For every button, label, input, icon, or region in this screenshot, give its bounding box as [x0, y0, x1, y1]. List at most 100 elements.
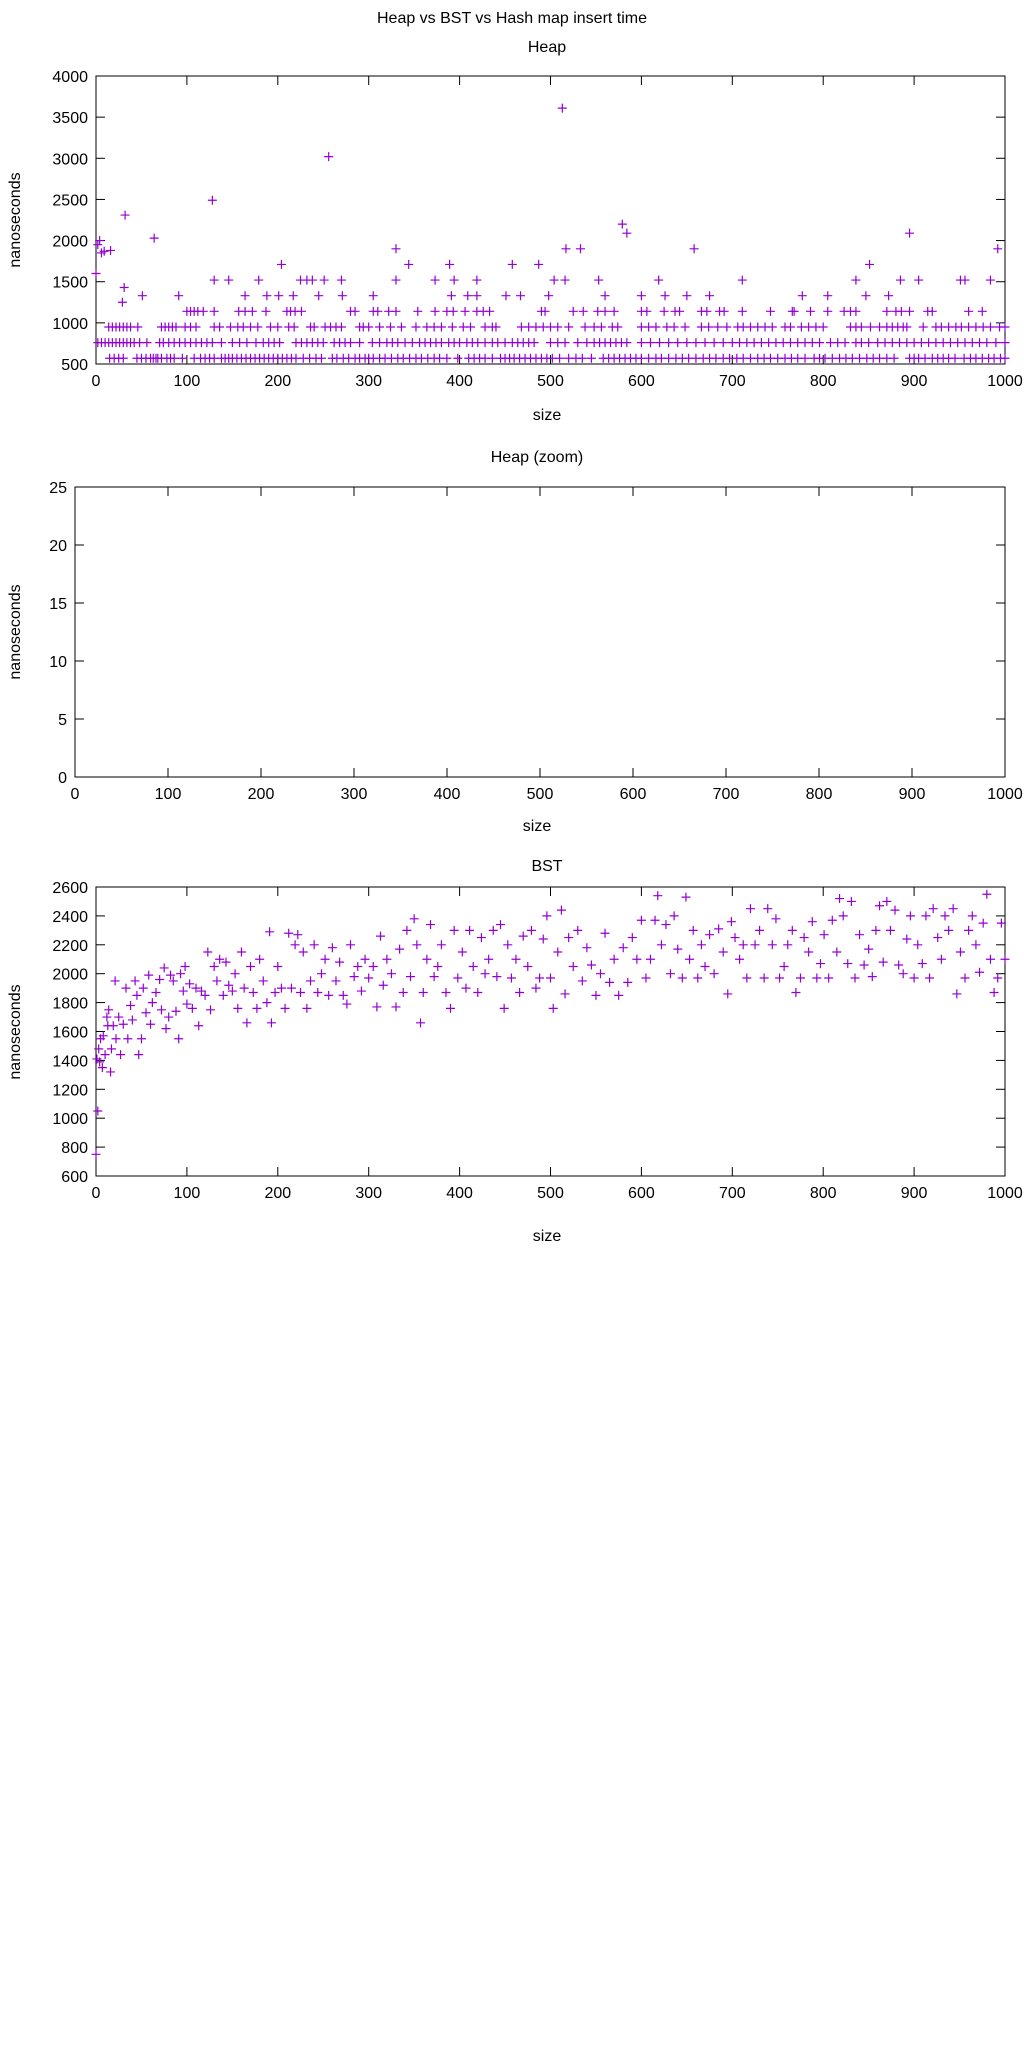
data-point [775, 973, 785, 983]
data-point [950, 353, 960, 363]
data-point [730, 933, 740, 943]
data-point [503, 940, 513, 950]
data-point [993, 244, 1003, 254]
data-point [368, 961, 378, 971]
y-tick-label: 4000 [52, 69, 88, 86]
data-point [660, 291, 670, 301]
figure-title: Heap vs BST vs Hash map insert time [377, 10, 647, 27]
data-point [342, 999, 352, 1009]
data-point [356, 986, 366, 996]
data-point [174, 1034, 184, 1044]
data-point [166, 970, 176, 980]
data-point [318, 338, 328, 348]
data-point [320, 954, 330, 964]
y-tick-label: 5 [58, 712, 67, 729]
data-point [476, 933, 486, 943]
data-point [843, 959, 853, 969]
data-point [91, 1149, 101, 1159]
y-tick-label: 2000 [52, 234, 88, 251]
data-point [523, 961, 533, 971]
data-point [252, 1003, 262, 1013]
data-point [971, 940, 981, 950]
data-point [418, 987, 428, 997]
plot-title: Heap [528, 39, 566, 56]
data-point [586, 353, 596, 363]
data-point [142, 338, 152, 348]
data-point [412, 940, 422, 950]
data-point [609, 306, 619, 316]
data-point [763, 904, 773, 914]
y-tick-label: 2200 [52, 938, 88, 955]
data-point [309, 322, 319, 332]
data-point [132, 990, 142, 1000]
data-point [433, 961, 443, 971]
data-point [564, 322, 574, 332]
data-point [290, 940, 300, 950]
data-point [176, 969, 186, 979]
data-point [669, 911, 679, 921]
data-point [488, 925, 498, 935]
data-point [429, 972, 439, 982]
data-point [591, 990, 601, 1000]
data-point [209, 275, 219, 285]
data-point [302, 1003, 312, 1013]
data-point [989, 987, 999, 997]
data-point [622, 338, 632, 348]
data-point [1000, 353, 1010, 363]
data-point [106, 245, 116, 255]
data-point [327, 943, 337, 953]
data-point [540, 306, 550, 316]
data-point [316, 969, 326, 979]
data-point [516, 291, 526, 301]
data-point [144, 970, 154, 980]
y-tick-label: 800 [61, 1140, 88, 1157]
data-point [353, 961, 363, 971]
data-point [944, 925, 954, 935]
data-point [265, 927, 275, 937]
y-tick-label: 1500 [52, 275, 88, 292]
data-point [230, 969, 240, 979]
data-point [111, 1034, 121, 1044]
data-point [855, 930, 865, 940]
data-point [149, 233, 159, 243]
data-point [324, 990, 334, 1000]
data-point [865, 322, 875, 332]
data-point [430, 275, 440, 285]
data-point [982, 889, 992, 899]
data-point [331, 976, 341, 986]
x-tick-label: 900 [899, 786, 926, 803]
data-point [964, 306, 974, 316]
data-point [254, 275, 264, 285]
data-point [436, 322, 446, 332]
data-point [864, 338, 874, 348]
data-point [982, 338, 992, 348]
data-point [404, 259, 414, 269]
data-point [209, 961, 219, 971]
data-point [171, 1006, 181, 1016]
data-point [413, 306, 423, 316]
data-point [221, 957, 231, 967]
data-point [110, 976, 120, 986]
data-point [600, 291, 610, 301]
data-point [386, 969, 396, 979]
data-point [316, 353, 326, 363]
data-point [650, 915, 660, 925]
data-point [696, 940, 706, 950]
data-point [673, 338, 683, 348]
data-point [136, 1034, 146, 1044]
data-point [355, 338, 365, 348]
data-point [553, 322, 563, 332]
data-point [623, 977, 633, 987]
data-point [180, 961, 190, 971]
data-point [446, 291, 456, 301]
data-point [306, 976, 316, 986]
data-point [391, 306, 401, 316]
data-point [745, 904, 755, 914]
data-point [141, 1008, 151, 1018]
data-point [296, 987, 306, 997]
data-point [665, 969, 675, 979]
data-point [436, 940, 446, 950]
data-point [168, 976, 178, 986]
data-point [364, 322, 374, 332]
data-point [549, 275, 559, 285]
